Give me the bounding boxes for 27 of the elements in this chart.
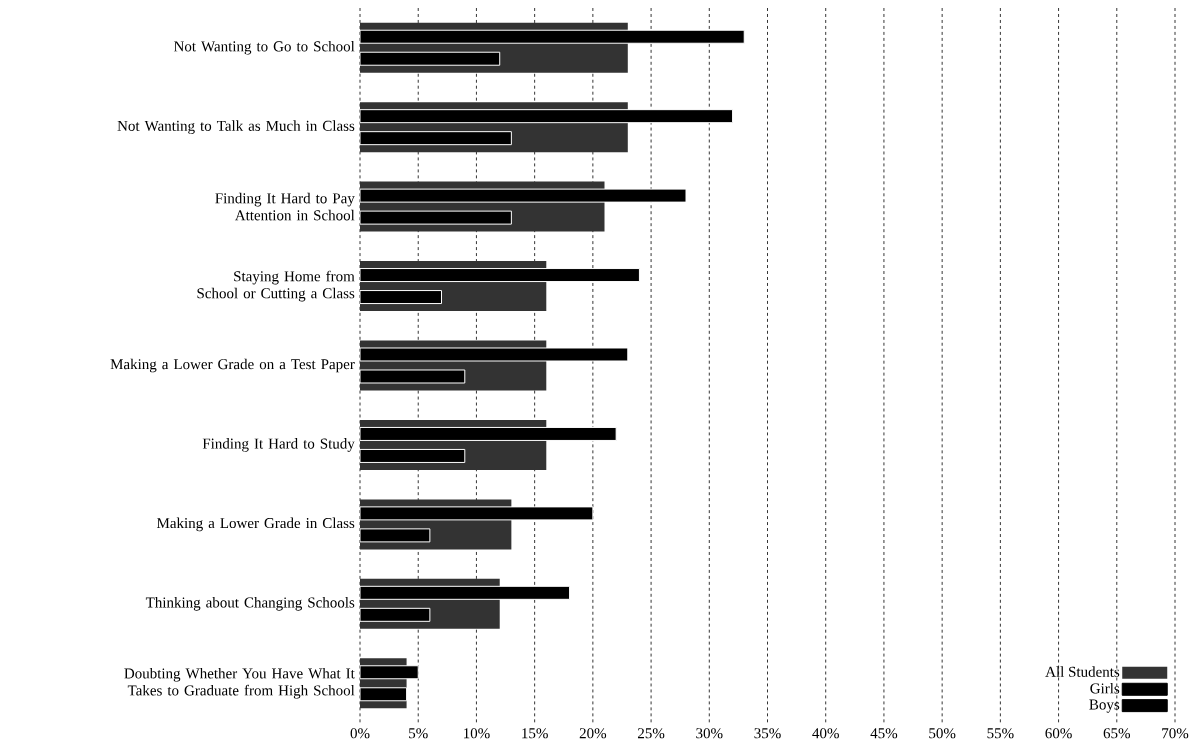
y-tick-label: Finding It Hard to Study [202,438,355,452]
x-tick-label: 35% [754,728,781,739]
x-tick-label: 15% [522,728,548,739]
x-tick-label: 60% [1045,728,1072,739]
y-tick-label: Not Wanting to Talk as Much in Class [117,120,355,134]
x-tick-label: 20% [579,728,607,739]
x-tick-label: 65% [1103,728,1131,739]
y-tick-label: Making a Lower Grade in Class [156,517,355,532]
x-tick-label: 30% [696,728,723,739]
y-tick-label: Not Wanting to Go to School [173,40,355,55]
x-tick-label: 5% [409,728,428,739]
x-tick-label: 70% [1162,728,1189,739]
legend-label: Girls [1090,682,1120,694]
legend-label: All Students [1045,666,1120,677]
x-tick-label: 10% [464,728,490,739]
y-tick-label: Doubting Whether You Have What It Takes to Graduate from High School [124,667,355,699]
x-tick-label: 50% [929,728,956,739]
y-tick-label: Thinking about Changing Schools [145,597,355,611]
y-tick-label: Making a Lower Grade on a Test Paper [110,358,355,373]
x-tick-label: 0% [350,728,370,739]
legend-label: Boys [1089,699,1120,713]
x-tick-label: 40% [812,728,839,739]
x-tick-label: 45% [870,728,898,739]
x-tick-label: 25% [637,728,665,739]
y-tick-label: Staying Home from School or Cutting a Class [197,270,355,302]
x-tick-label: 55% [987,728,1014,739]
y-tick-label: Finding It Hard to Pay Attention in School [215,192,355,221]
